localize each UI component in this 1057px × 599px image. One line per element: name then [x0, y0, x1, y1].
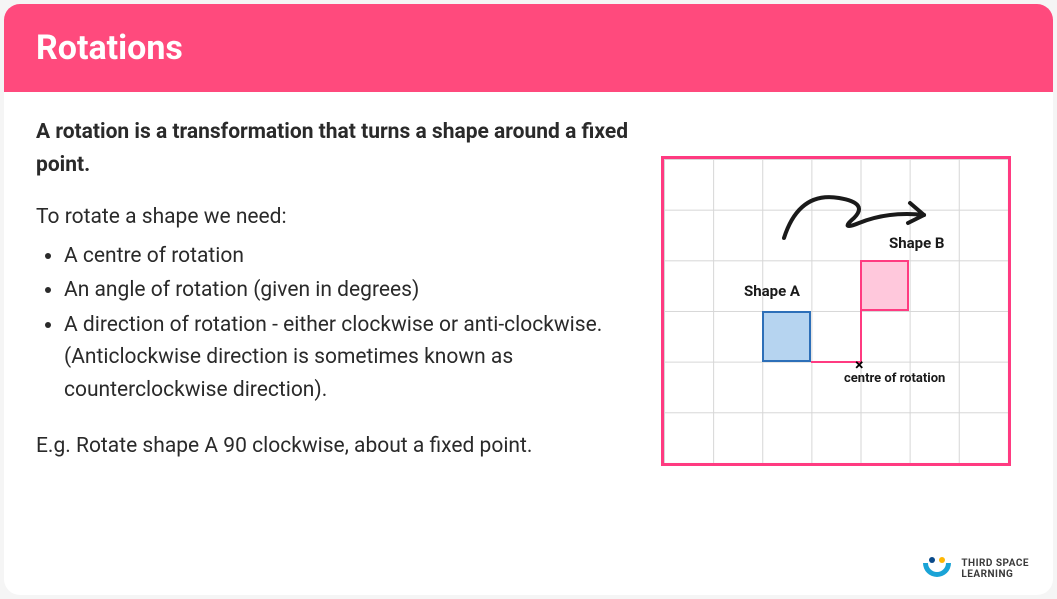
- card-content: A rotation is a transformation that turn…: [4, 92, 1053, 490]
- brand-logo-icon: [921, 557, 953, 581]
- shape-b-label: Shape B: [889, 234, 945, 252]
- connector-horizontal: [811, 361, 861, 363]
- brand-text: THIRD SPACE LEARNING: [961, 558, 1029, 581]
- diagram-column: Shape A Shape B × centre of rotation: [661, 116, 1021, 466]
- header-title: Rotations: [36, 28, 183, 68]
- lesson-card: Rotations A rotation is a transformation…: [4, 4, 1053, 595]
- example-text: E.g. Rotate shape A 90 clockwise, about …: [36, 430, 637, 463]
- logo-arc: [923, 563, 951, 577]
- brand-line-2: LEARNING: [961, 569, 1029, 581]
- shape-b: [860, 260, 909, 311]
- brand-footer: THIRD SPACE LEARNING: [921, 557, 1029, 581]
- intro-text: To rotate a shape we need:: [36, 201, 637, 234]
- list-item: A centre of rotation: [64, 240, 637, 273]
- list-item: A direction of rotation - either clockwi…: [64, 309, 637, 407]
- rotation-diagram: Shape A Shape B × centre of rotation: [661, 156, 1011, 466]
- centre-label: centre of rotation: [844, 371, 945, 386]
- list-item: An angle of rotation (given in degrees): [64, 274, 637, 307]
- definition-text: A rotation is a transformation that turn…: [36, 116, 637, 181]
- shape-a-label: Shape A: [744, 282, 800, 300]
- card-header: Rotations: [4, 4, 1053, 92]
- requirements-list: A centre of rotation An angle of rotatio…: [36, 240, 637, 407]
- shape-a: [762, 311, 811, 362]
- text-column: A rotation is a transformation that turn…: [36, 116, 637, 466]
- brand-line-1: THIRD SPACE: [961, 558, 1029, 570]
